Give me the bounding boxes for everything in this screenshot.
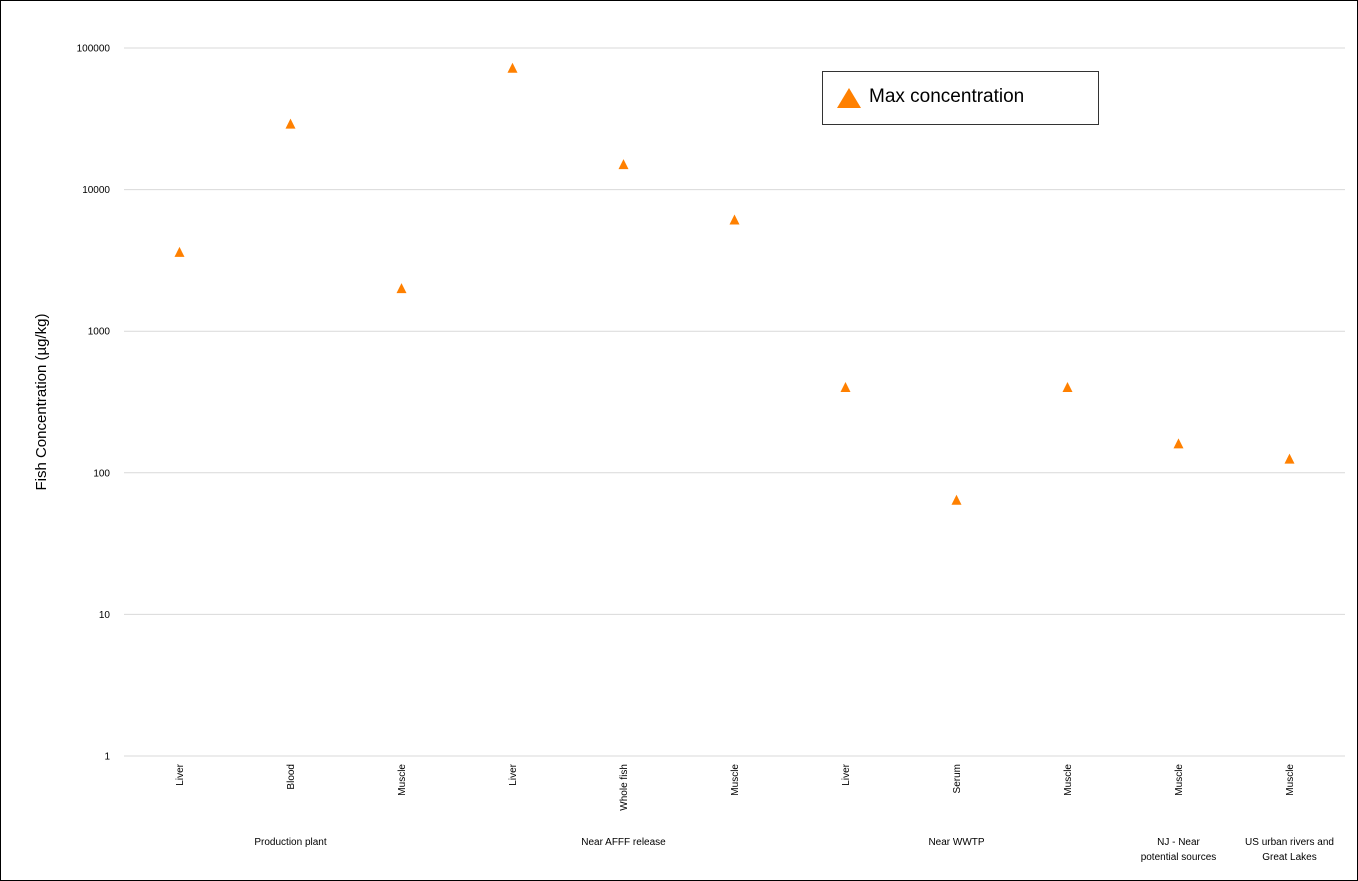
x-tick-label: Muscle bbox=[1174, 764, 1185, 796]
legend-label: Max concentration bbox=[869, 86, 1025, 107]
legend: Max concentration bbox=[822, 71, 1099, 125]
y-tick-label: 1000 bbox=[88, 327, 111, 338]
x-tick-label: Muscle bbox=[397, 764, 408, 796]
legend-triangle-marker-icon bbox=[837, 88, 861, 108]
data-point-marker bbox=[729, 214, 740, 225]
y-tick-label: 1 bbox=[104, 752, 110, 763]
y-tick-label: 10 bbox=[99, 610, 111, 621]
group-label: Near WWTP bbox=[928, 837, 984, 848]
x-tick-label: Blood bbox=[286, 764, 297, 790]
group-label: Production plant bbox=[254, 837, 326, 848]
x-tick-label: Liver bbox=[508, 763, 519, 785]
data-point-marker bbox=[507, 62, 518, 73]
group-label: Near AFFF release bbox=[581, 837, 666, 848]
x-tick-label: Liver bbox=[841, 763, 852, 785]
x-tick-label: Muscle bbox=[730, 764, 741, 796]
data-point-marker bbox=[1062, 382, 1073, 393]
data-point-marker bbox=[396, 283, 407, 294]
group-label: US urban rivers and Great Lakes bbox=[1245, 837, 1334, 863]
data-point-marker bbox=[1173, 438, 1184, 449]
group-label: NJ - Near potential sources bbox=[1141, 837, 1217, 863]
y-axis-label: Fish Concentration (µg/kg) bbox=[33, 313, 50, 490]
y-tick-label: 10000 bbox=[82, 185, 110, 196]
data-point-marker bbox=[618, 159, 629, 170]
data-point-marker bbox=[285, 118, 296, 129]
y-tick-label: 100 bbox=[93, 468, 110, 479]
y-tick-label: 100000 bbox=[77, 44, 111, 55]
x-tick-label: Muscle bbox=[1063, 764, 1074, 796]
data-point-marker bbox=[951, 494, 962, 505]
x-tick-label: Liver bbox=[175, 763, 186, 785]
data-point-marker bbox=[174, 246, 185, 257]
data-point-marker bbox=[1284, 453, 1295, 464]
x-tick-label: Muscle bbox=[1285, 764, 1296, 796]
x-tick-label: Whole fish bbox=[619, 764, 630, 811]
x-tick-label: Serum bbox=[952, 764, 963, 793]
data-point-marker bbox=[840, 382, 851, 393]
